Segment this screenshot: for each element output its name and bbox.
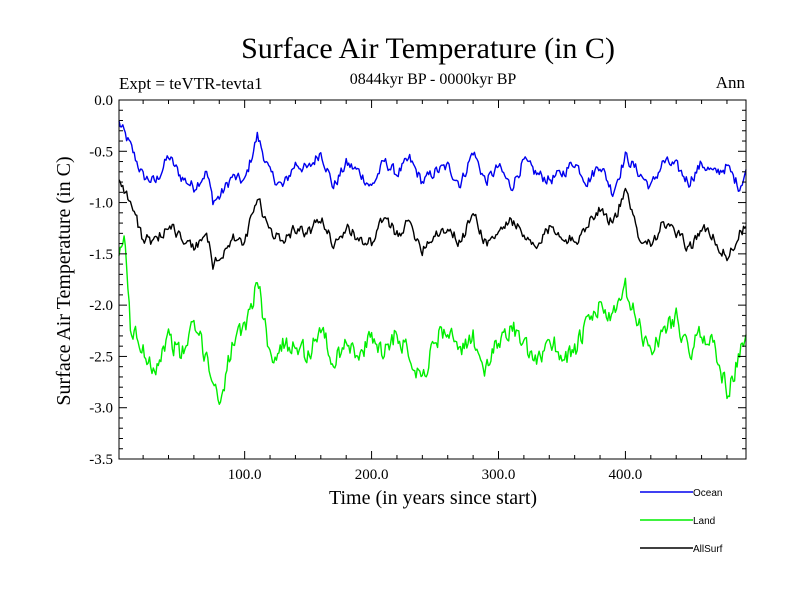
x-axis-label: Time (in years since start) — [329, 487, 537, 509]
y-tick-label: -3.0 — [89, 401, 113, 417]
legend-label-allsurf: AllSurf — [693, 544, 723, 555]
y-axis-label: Surface Air Temperature (in C) — [53, 156, 75, 405]
legend: Ocean Land AllSurf — [640, 488, 723, 555]
y-tick-label: -2.0 — [89, 298, 113, 314]
x-tick-label: 200.0 — [355, 467, 389, 483]
y-tick-label: 0.0 — [94, 93, 113, 109]
plot-frame — [118, 99, 747, 460]
y-tick-labels: 0.0 -0.5 -1.0 -1.5 -2.0 -2.5 -3.0 -3.5 — [89, 93, 113, 468]
x-tick-label: 100.0 — [228, 467, 262, 483]
series-group — [118, 120, 747, 405]
x-tick-labels: 100.0 200.0 300.0 400.0 — [228, 467, 643, 483]
chart-title: Surface Air Temperature (in C) — [241, 32, 615, 65]
x-tick-label: 300.0 — [482, 467, 516, 483]
chart-subtitle: 0844kyr BP - 0000kyr BP — [350, 71, 517, 88]
y-tick-label: -3.5 — [89, 452, 113, 468]
y-tick-label: -0.5 — [89, 144, 113, 160]
season-label: Ann — [716, 73, 746, 92]
x-tick-label: 400.0 — [609, 467, 643, 483]
series-line-allsurf — [118, 179, 747, 270]
series-line-ocean — [118, 120, 747, 206]
series-line-land — [118, 235, 747, 405]
ticks-group — [119, 99, 746, 460]
legend-label-ocean: Ocean — [693, 488, 722, 499]
legend-label-land: Land — [693, 516, 715, 527]
y-tick-label: -2.5 — [89, 349, 113, 365]
experiment-label: Expt = teVTR-tevta1 — [119, 74, 263, 93]
plot-area: 0.0 -0.5 -1.0 -1.5 -2.0 -2.5 -3.0 -3.5 100.0 200… — [89, 93, 747, 483]
y-tick-label: -1.5 — [89, 247, 113, 263]
y-tick-label: -1.0 — [89, 196, 113, 212]
